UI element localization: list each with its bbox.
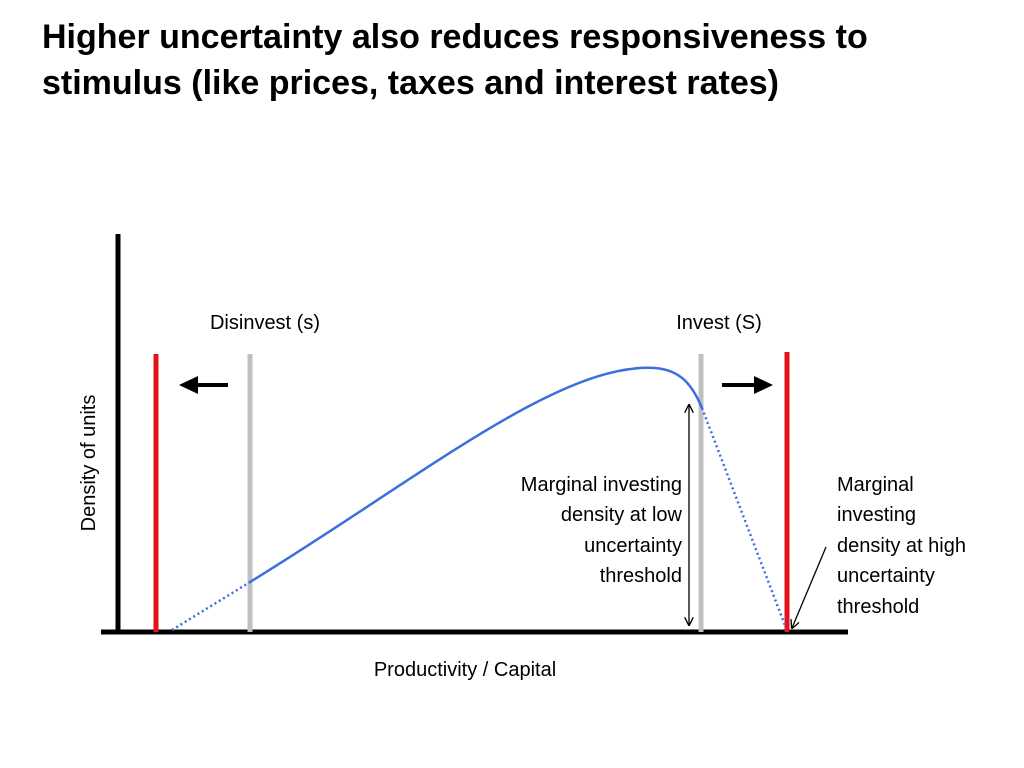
low-uncertainty-note-line: threshold: [600, 565, 682, 587]
low-uncertainty-note-line: Marginal investing: [521, 474, 682, 496]
invest-label: Invest (S): [676, 312, 762, 334]
low-uncertainty-note: Marginal investing density at low uncert…: [521, 474, 683, 587]
high-uncertainty-pointer-arrow-icon: [792, 546, 827, 628]
high-uncertainty-note-line: Marginal: [837, 474, 914, 496]
high-uncertainty-note-line: threshold: [837, 596, 919, 618]
low-uncertainty-note-line: density at low: [561, 504, 683, 526]
low-uncertainty-note-line: uncertainty: [584, 535, 682, 557]
slide-title: Higher uncertainty also reduces responsi…: [42, 14, 1022, 106]
left-arrow-icon: [179, 376, 228, 394]
high-uncertainty-note-line: density at high: [837, 535, 966, 557]
high-uncertainty-note-line: uncertainty: [837, 565, 935, 587]
density-curve-dotted-left: [171, 580, 251, 632]
y-axis-label: Density of units: [78, 395, 100, 532]
right-arrow-icon: [722, 376, 773, 394]
high-uncertainty-note-line: investing: [837, 504, 916, 526]
title-line-1: Higher uncertainty also reduces responsi…: [42, 18, 868, 56]
title-line-2: stimulus (like prices, taxes and interes…: [42, 64, 779, 102]
disinvest-label: Disinvest (s): [210, 312, 320, 334]
high-uncertainty-note: Marginal investing density at high uncer…: [837, 474, 966, 618]
x-axis-label: Productivity / Capital: [374, 659, 556, 681]
density-curve: [249, 366, 704, 584]
density-curve-dotted-right: [700, 407, 788, 629]
